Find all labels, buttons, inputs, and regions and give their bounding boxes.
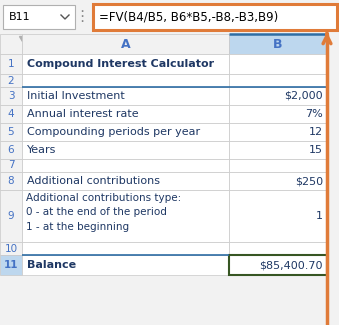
Bar — [0, 123, 22, 141]
Bar — [229, 54, 327, 74]
Text: 7: 7 — [8, 161, 14, 171]
Bar — [0, 159, 22, 172]
Bar — [0, 34, 22, 54]
Text: 10: 10 — [4, 243, 18, 254]
Bar — [22, 34, 229, 54]
Text: 5: 5 — [8, 127, 14, 137]
Text: 11: 11 — [4, 260, 18, 270]
Bar — [229, 190, 327, 242]
Text: Annual interest rate: Annual interest rate — [27, 109, 139, 119]
Text: A: A — [121, 37, 130, 50]
Text: Additional contributions type:
0 - at the end of the period
1 - at the beginning: Additional contributions type: 0 - at th… — [26, 193, 181, 232]
Bar — [22, 159, 229, 172]
Text: Compound Interest Calculator: Compound Interest Calculator — [27, 59, 214, 69]
Bar — [22, 242, 229, 255]
Bar — [22, 190, 229, 242]
Text: Years: Years — [27, 145, 56, 155]
Bar — [229, 141, 327, 159]
Bar — [0, 141, 22, 159]
Bar — [22, 172, 229, 190]
Bar — [229, 242, 327, 255]
Bar — [229, 159, 327, 172]
Bar — [0, 0, 339, 34]
Bar — [22, 54, 229, 74]
Bar — [0, 172, 22, 190]
Bar — [3, 5, 75, 29]
Text: Initial Investment: Initial Investment — [27, 91, 125, 101]
Text: 3: 3 — [8, 91, 14, 101]
Bar — [22, 255, 229, 275]
Bar — [0, 242, 22, 255]
Text: 2: 2 — [8, 75, 14, 85]
Bar — [0, 87, 22, 105]
Text: Compounding periods per year: Compounding periods per year — [27, 127, 200, 137]
Polygon shape — [19, 36, 22, 41]
Bar — [93, 4, 337, 30]
Text: 12: 12 — [309, 127, 323, 137]
Bar — [22, 87, 229, 105]
Bar — [22, 141, 229, 159]
Text: ⋮: ⋮ — [74, 9, 89, 24]
Text: 6: 6 — [8, 145, 14, 155]
Bar — [229, 74, 327, 87]
Bar — [0, 54, 22, 74]
Text: Balance: Balance — [27, 260, 76, 270]
Text: 15: 15 — [309, 145, 323, 155]
Bar — [229, 172, 327, 190]
Bar — [229, 123, 327, 141]
Text: Additional contributions: Additional contributions — [27, 176, 160, 186]
Bar — [0, 74, 22, 87]
Bar — [0, 190, 22, 242]
Bar — [22, 123, 229, 141]
Text: 4: 4 — [8, 109, 14, 119]
Bar — [22, 105, 229, 123]
Text: 1: 1 — [316, 211, 323, 221]
Bar — [0, 255, 22, 275]
Bar — [229, 34, 327, 54]
Text: 9: 9 — [8, 211, 14, 221]
Bar — [22, 74, 229, 87]
Bar — [229, 105, 327, 123]
Text: $2,000: $2,000 — [284, 91, 323, 101]
Text: 1: 1 — [8, 59, 14, 69]
Text: B11: B11 — [9, 12, 31, 22]
Text: B: B — [273, 37, 283, 50]
Text: $85,400.70: $85,400.70 — [259, 260, 323, 270]
Text: =FV(B4/B5, B6*B5,-B8,-B3,B9): =FV(B4/B5, B6*B5,-B8,-B3,B9) — [99, 10, 278, 23]
Text: $250: $250 — [295, 176, 323, 186]
Text: 8: 8 — [8, 176, 14, 186]
Bar — [229, 87, 327, 105]
Text: 7%: 7% — [305, 109, 323, 119]
Bar — [0, 105, 22, 123]
Bar — [229, 255, 327, 275]
